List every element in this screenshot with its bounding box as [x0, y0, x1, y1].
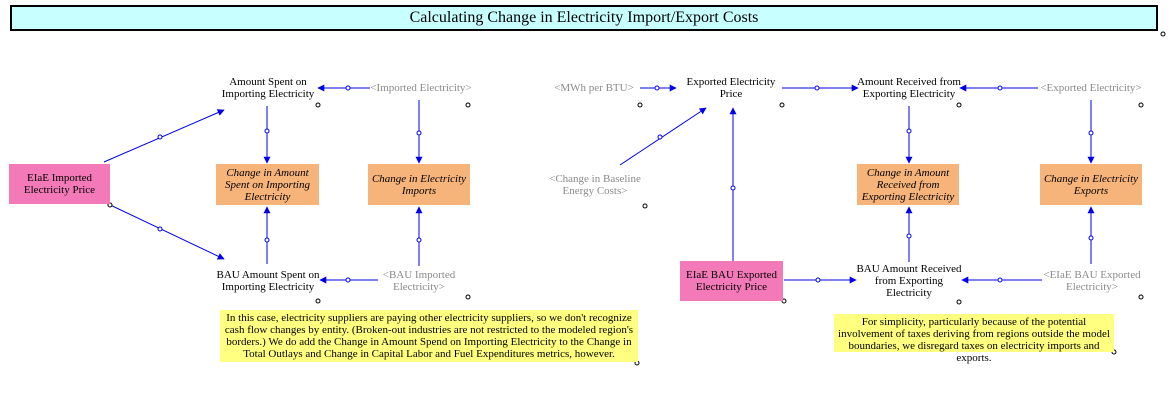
export-comment-note: For simplicity, particularly because of … — [834, 314, 1114, 364]
amount-spent-importing-variable[interactable]: Amount Spent on Importing Electricity — [221, 76, 315, 100]
change-baseline-energy-costs-shadow-variable[interactable]: <Change in Baseline Energy Costs> — [549, 173, 641, 197]
import-comment-note: In this case, electricity suppliers are … — [220, 310, 638, 362]
imported-electricity-shadow-variable[interactable]: <Imported Electricity> — [370, 82, 472, 94]
arrow-price-to-amount — [103, 109, 225, 163]
arrow-price-to-bau — [103, 201, 225, 260]
change-amount-spent-importing-variable[interactable]: Change in Amount Spent on Importing Elec… — [216, 164, 319, 205]
arrow-baseline-to-price — [619, 107, 707, 166]
eiae-bau-exported-electricity-shadow-variable[interactable]: <EIaE BAU Exported Electricity> — [1043, 269, 1141, 293]
eiae-imported-electricity-price-variable[interactable]: EIaE Imported Electricity Price — [9, 164, 110, 204]
change-electricity-exports-variable[interactable]: Change in Electricity Exports — [1040, 164, 1142, 205]
bau-amount-spent-importing-variable[interactable]: BAU Amount Spent on Importing Electricit… — [216, 269, 320, 293]
exported-electricity-shadow-variable[interactable]: <Exported Electricity> — [1040, 82, 1142, 94]
change-electricity-imports-variable[interactable]: Change in Electricity Imports — [368, 164, 470, 205]
exported-electricity-price-variable[interactable]: Exported Electricity Price — [686, 76, 776, 100]
amount-received-exporting-variable[interactable]: Amount Received from Exporting Electrici… — [857, 76, 961, 100]
bau-amount-received-exporting-variable[interactable]: BAU Amount Received from Exporting Elect… — [856, 263, 962, 299]
change-amount-received-exporting-variable[interactable]: Change in Amount Received from Exporting… — [857, 164, 959, 205]
eiae-bau-exported-electricity-price-variable[interactable]: EIaE BAU Exported Electricity Price — [680, 261, 783, 301]
diagram-title: Calculating Change in Electricity Import… — [10, 5, 1158, 31]
bau-imported-electricity-shadow-variable[interactable]: <BAU Imported Electricity> — [382, 269, 456, 293]
mwh-per-btu-shadow-variable[interactable]: <MWh per BTU> — [554, 82, 634, 94]
